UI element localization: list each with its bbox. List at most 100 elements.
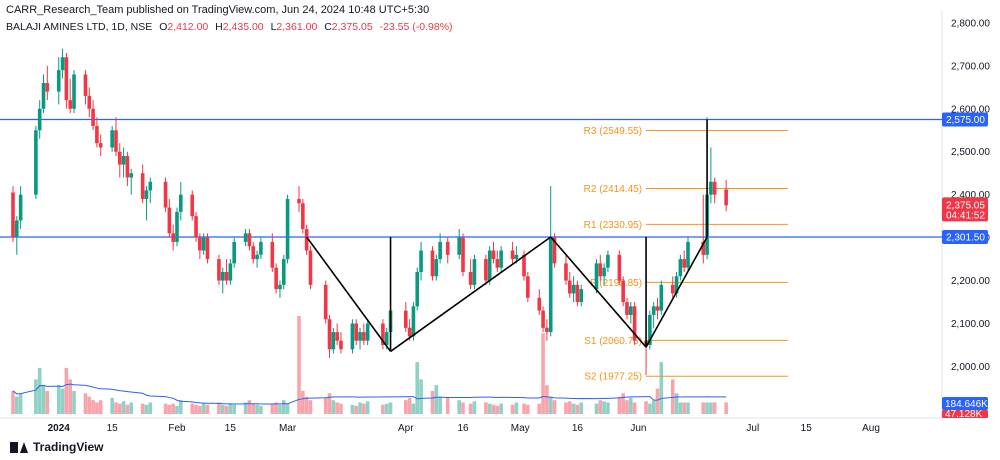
candle-body xyxy=(621,280,625,303)
price-tag-value: 2,375.05 xyxy=(946,200,985,211)
volume-bar xyxy=(278,404,282,414)
candle-body xyxy=(571,284,576,294)
candle-body xyxy=(468,271,473,285)
volume-bar xyxy=(407,397,412,414)
volume-bar xyxy=(621,393,625,414)
volume-bar xyxy=(381,404,385,414)
volume-bar xyxy=(228,403,233,414)
time-tick-label: May xyxy=(511,423,530,434)
candle-body xyxy=(274,267,278,290)
volume-bar xyxy=(83,393,88,414)
candle-body xyxy=(526,276,530,298)
volume-bar xyxy=(388,402,393,414)
tradingview-brand[interactable]: TradingView xyxy=(10,440,103,454)
volume-bar xyxy=(567,401,572,414)
volume-bar xyxy=(243,402,248,414)
volume-bar xyxy=(178,400,183,414)
volume-bar xyxy=(625,400,629,414)
price-tag-countdown: 04:41:52 xyxy=(946,210,985,221)
candle-body xyxy=(430,250,435,277)
volume-bar xyxy=(335,402,339,414)
candle-body xyxy=(72,74,76,109)
candle-body xyxy=(701,241,706,255)
volume-bar xyxy=(18,393,23,414)
candle-body xyxy=(712,181,717,195)
volume-bar xyxy=(648,403,652,414)
volume-bar xyxy=(56,385,61,414)
volume-bar xyxy=(655,388,660,414)
candle-body xyxy=(606,254,610,268)
volume-bar xyxy=(472,401,477,414)
candle-body xyxy=(628,306,633,315)
candle-body xyxy=(98,143,103,148)
volume-bar xyxy=(487,403,492,414)
candle-body xyxy=(220,271,225,281)
candle-body xyxy=(651,306,656,315)
volume-bar xyxy=(606,402,610,414)
candle-body xyxy=(335,332,339,341)
volume-bar xyxy=(571,403,576,414)
candle-body xyxy=(304,229,309,251)
volume-bar xyxy=(430,390,435,414)
price-tick-label: 2,100.00 xyxy=(951,319,990,330)
candle-body xyxy=(579,289,584,303)
candle-body xyxy=(358,332,362,341)
high-label: H xyxy=(215,21,223,33)
time-tick-label: Jun xyxy=(630,423,646,434)
pivot-label: S2 (1977.25) xyxy=(584,372,642,383)
candle-body xyxy=(205,237,210,260)
volume-tag-bg xyxy=(942,410,988,418)
candle-body xyxy=(522,254,526,277)
volume-bar xyxy=(445,397,450,414)
volume-bar xyxy=(491,404,496,414)
time-tick-label: 15 xyxy=(107,423,119,434)
volume-bar xyxy=(545,385,549,414)
candle-body xyxy=(648,314,652,345)
candle-body xyxy=(114,130,118,152)
price-tag-bg xyxy=(942,197,988,222)
candle-body xyxy=(548,237,553,333)
candle-body xyxy=(594,263,599,290)
candle-body xyxy=(255,254,259,260)
candle-body xyxy=(37,108,42,131)
level-tag-bg xyxy=(942,112,988,127)
volume-bar xyxy=(140,403,145,414)
candle-body xyxy=(15,220,19,238)
candle-body xyxy=(602,267,606,277)
volume-bar xyxy=(194,404,198,414)
volume-bar xyxy=(167,404,172,414)
volume-bar xyxy=(175,405,179,414)
candle-body xyxy=(545,327,549,333)
pattern-trendline xyxy=(550,236,647,348)
volume-bar xyxy=(434,385,439,414)
volume-bar xyxy=(552,400,557,414)
volume-bar xyxy=(579,402,584,414)
candle-body xyxy=(339,340,343,350)
candle-body xyxy=(125,156,130,178)
volume-bar xyxy=(709,402,713,414)
volume-bar xyxy=(724,402,728,414)
candle-body xyxy=(598,263,603,277)
volume-bar xyxy=(72,390,76,414)
volume-bar xyxy=(224,405,229,414)
candle-body xyxy=(308,250,313,285)
volume-bar xyxy=(564,402,568,414)
time-tick-label: Jul xyxy=(746,423,759,434)
pivot-label: S1 (2060.75) xyxy=(584,336,642,347)
time-tick-label: 16 xyxy=(457,423,469,434)
level-tag-value: 2,301.50 xyxy=(946,232,985,243)
candle-body xyxy=(552,237,557,264)
volume-bar xyxy=(541,333,545,414)
open-label: O xyxy=(159,21,168,33)
candle-body xyxy=(144,190,149,199)
volume-bar xyxy=(64,367,69,414)
candle-body xyxy=(350,323,355,350)
candle-body xyxy=(484,259,488,281)
volume-bar xyxy=(438,396,442,414)
volume-bar xyxy=(415,362,420,414)
candle-body xyxy=(575,284,580,303)
volume-bar xyxy=(678,402,683,414)
candle-body xyxy=(129,173,134,178)
volume-bar xyxy=(495,405,500,414)
